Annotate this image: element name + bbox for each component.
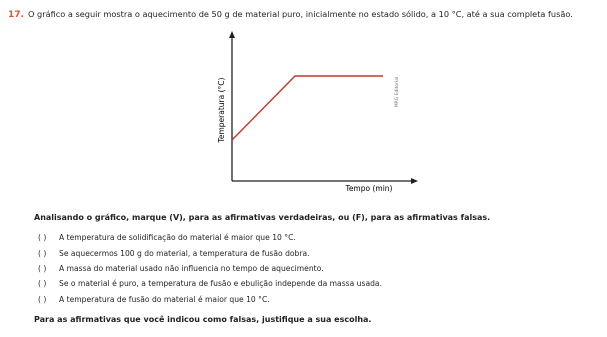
x-arrow	[411, 178, 418, 184]
item-text: Se aquecermos 100 g do material, a tempe…	[59, 249, 310, 258]
item-box: ( )	[38, 264, 47, 273]
x-label: Tempo (min)	[345, 184, 393, 193]
item-text: A temperatura de solidificação do materi…	[59, 233, 296, 242]
item-box: ( )	[38, 249, 47, 258]
item-text: Se o material é puro, a temperatura de f…	[59, 279, 382, 288]
item-box: ( )	[38, 295, 47, 304]
item: ( ) A temperatura de solidificação do mat…	[38, 233, 296, 242]
question: 17. O gráfico a seguir mostra o aquecimen…	[8, 9, 573, 20]
item: ( ) Se aquecermos 100 g do material, a te…	[38, 249, 310, 258]
item-text: A massa do material usado não influencia…	[59, 264, 324, 273]
item-text: A temperatura de fusão do material é mai…	[59, 295, 270, 304]
item-box: ( )	[38, 233, 47, 242]
credit: MRG Editorial	[394, 77, 400, 108]
question-text: O gráfico a seguir mostra o aquecimento …	[27, 9, 573, 19]
item-box: ( )	[38, 279, 47, 288]
item: ( ) A temperatura de fusão do material é …	[38, 295, 270, 304]
curve	[231, 75, 383, 141]
y-arrow	[229, 31, 235, 38]
figure: Temperatura (°C) Tempo (min) MRG Editori…	[217, 31, 418, 193]
closing: Para as afirmativas que você indicou com…	[34, 315, 372, 324]
y-label: Temperatura (°C)	[217, 77, 226, 143]
item: ( ) Se o material é puro, a temperatura d…	[38, 279, 382, 288]
question-number: 17.	[8, 10, 24, 20]
item: ( ) A massa do material usado não influen…	[38, 264, 324, 273]
instruction: Analisando o gráfico, marque (V), para a…	[34, 213, 491, 222]
